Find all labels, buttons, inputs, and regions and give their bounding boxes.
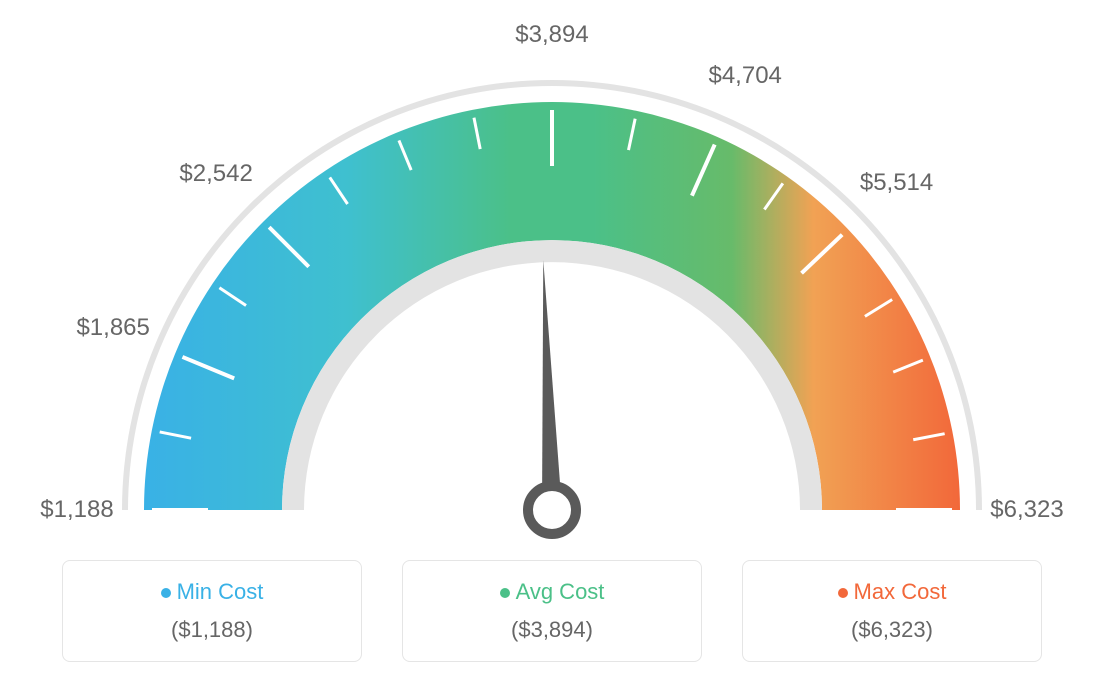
gauge-tick-label: $3,894 [515, 21, 588, 49]
gauge-svg [0, 0, 1104, 540]
legend-title-min: Min Cost [87, 579, 337, 605]
gauge-tick-label: $2,542 [179, 160, 252, 188]
legend-dot-min [161, 588, 171, 598]
gauge-tick-label: $1,188 [40, 496, 113, 524]
gauge-tick-label: $4,704 [708, 62, 781, 90]
legend-title-max: Max Cost [767, 579, 1017, 605]
legend-value-avg: ($3,894) [427, 617, 677, 643]
gauge-tick-label: $5,514 [860, 169, 933, 197]
legend-row: Min Cost ($1,188) Avg Cost ($3,894) Max … [0, 560, 1104, 662]
legend-card-avg: Avg Cost ($3,894) [402, 560, 702, 662]
legend-value-min: ($1,188) [87, 617, 337, 643]
legend-card-min: Min Cost ($1,188) [62, 560, 362, 662]
gauge-chart: $1,188 $1,865 $2,542 $3,894 $4,704 $5,514 $6,3… [0, 0, 1104, 540]
legend-title-avg: Avg Cost [427, 579, 677, 605]
gauge-tick-label: $6,323 [990, 496, 1063, 524]
legend-card-max: Max Cost ($6,323) [742, 560, 1042, 662]
legend-dot-avg [500, 588, 510, 598]
legend-title-avg-text: Avg Cost [516, 579, 605, 604]
legend-dot-max [838, 588, 848, 598]
gauge-tick-label: $1,865 [76, 314, 149, 342]
legend-title-min-text: Min Cost [177, 579, 264, 604]
legend-value-max: ($6,323) [767, 617, 1017, 643]
legend-title-max-text: Max Cost [854, 579, 947, 604]
